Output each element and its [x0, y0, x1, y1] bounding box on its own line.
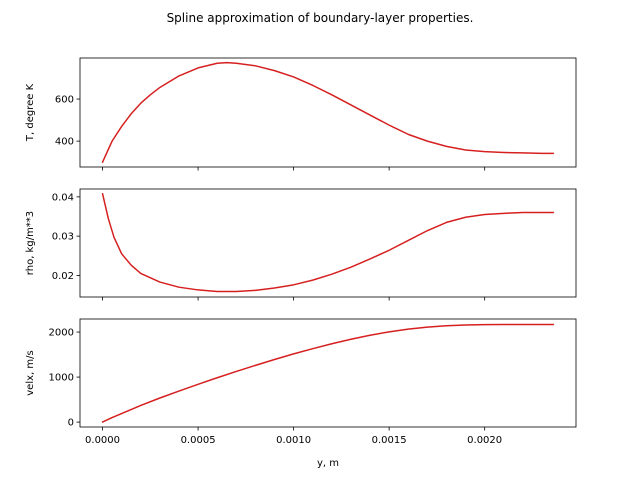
x-tick-label: 0.0010: [276, 435, 311, 446]
subplot-stack: 400 600 T, degree K 0.02 0.03 0.04 rho, kg/m**…: [25, 57, 577, 469]
y-axis-label: rho, kg/m**3: [25, 211, 36, 275]
y-tick-label: 0.04: [52, 192, 74, 203]
series-line-1: [101, 61, 555, 163]
series-line-2: [101, 192, 555, 293]
figure-title: Spline approximation of boundary-layer p…: [167, 11, 474, 25]
y-tick-label: 0.03: [52, 232, 74, 243]
series-line-3: [101, 323, 555, 423]
subplot-1: 400 600 T, degree K: [25, 57, 577, 171]
y-axis-label: T, degree K: [25, 83, 36, 142]
y-tick-label: 1000: [49, 373, 74, 384]
subplot-2: 0.02 0.03 0.04 rho, kg/m**3: [25, 188, 577, 301]
axes-frame-1: [79, 57, 577, 168]
axes-frame-3: [79, 318, 577, 428]
subplot-3: 0 1000 2000 0.0000 0.0005 0.0010 0.0015 0.0020 v…: [25, 318, 577, 469]
y-tick-label: 0: [68, 418, 74, 429]
y-tick-label: 2000: [49, 328, 74, 339]
x-tick-label: 0.0000: [85, 435, 120, 446]
axes-frame-2: [79, 188, 577, 298]
y-tick-label: 600: [55, 95, 74, 106]
x-axis-label: y, m: [317, 458, 339, 469]
x-tick-label: 0.0005: [181, 435, 216, 446]
x-tick-label: 0.0020: [467, 435, 502, 446]
y-axis-label: velx, m/s: [25, 350, 36, 395]
y-tick-label: 0.02: [52, 271, 74, 282]
x-tick-label: 0.0015: [372, 435, 407, 446]
y-tick-label: 400: [55, 137, 74, 148]
